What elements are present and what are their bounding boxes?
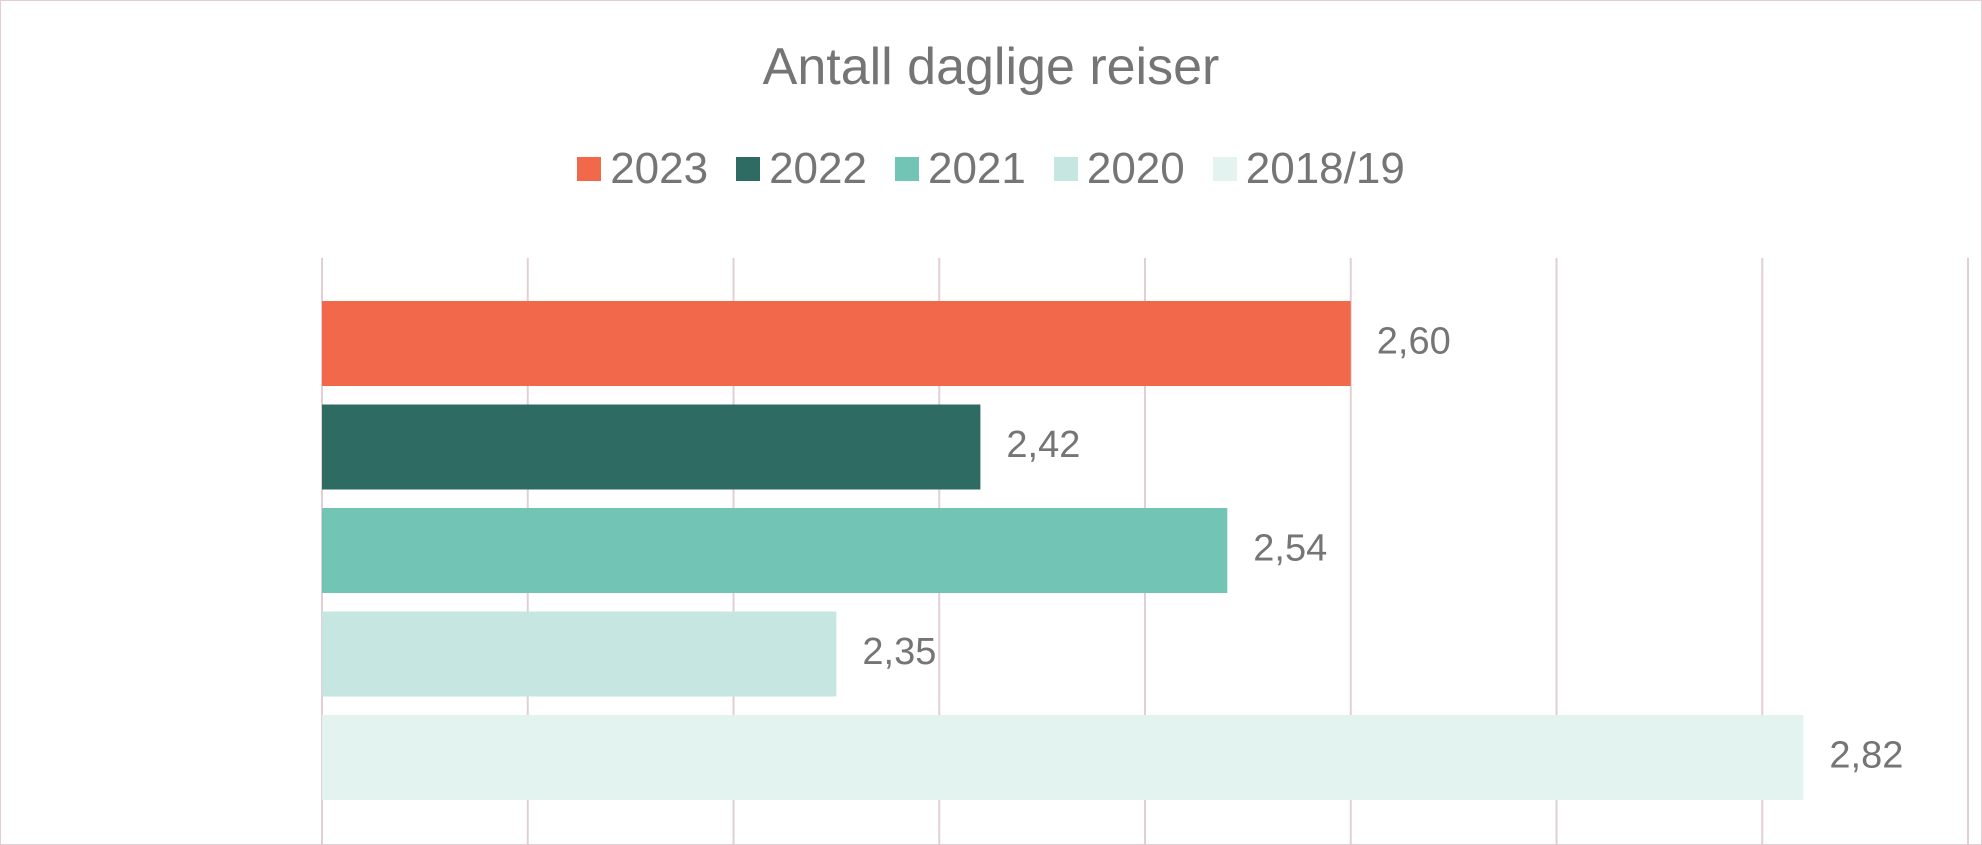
- legend-item-0: 2023: [577, 144, 708, 194]
- legend-swatch-3: [1053, 157, 1078, 181]
- data-label-3: 2,35: [862, 631, 936, 673]
- legend-item-2: 2021: [894, 144, 1026, 194]
- legend-swatch-0: [577, 157, 602, 181]
- legend-label-3: 2020: [1086, 144, 1185, 193]
- legend-label-2: 2021: [927, 144, 1026, 193]
- legend-item-1: 2022: [736, 144, 867, 194]
- legend-label-1: 2022: [769, 144, 867, 193]
- data-label-2: 2,54: [1253, 528, 1327, 570]
- bar-0: [322, 301, 1351, 386]
- data-label-0: 2,60: [1377, 321, 1451, 363]
- legend-swatch-1: [736, 157, 761, 181]
- bar-3: [322, 611, 837, 697]
- legend-label-0: 2023: [610, 144, 709, 193]
- bar-2: [322, 508, 1228, 593]
- legend-item-4: 2018/19: [1212, 144, 1405, 194]
- data-label-4: 2,82: [1829, 735, 1903, 777]
- legend-swatch-4: [1212, 157, 1237, 181]
- legend-swatch-2: [894, 157, 919, 181]
- bar-1: [322, 404, 981, 490]
- chart-title: Antall daglige reiser: [762, 38, 1220, 96]
- bar-4: [322, 715, 1804, 800]
- legend-label-4: 2018/19: [1245, 144, 1405, 193]
- legend: 2023 2022 2021 2020 2018/19: [1, 144, 1981, 194]
- legend-item-3: 2020: [1053, 144, 1185, 194]
- data-label-1: 2,42: [1006, 424, 1080, 466]
